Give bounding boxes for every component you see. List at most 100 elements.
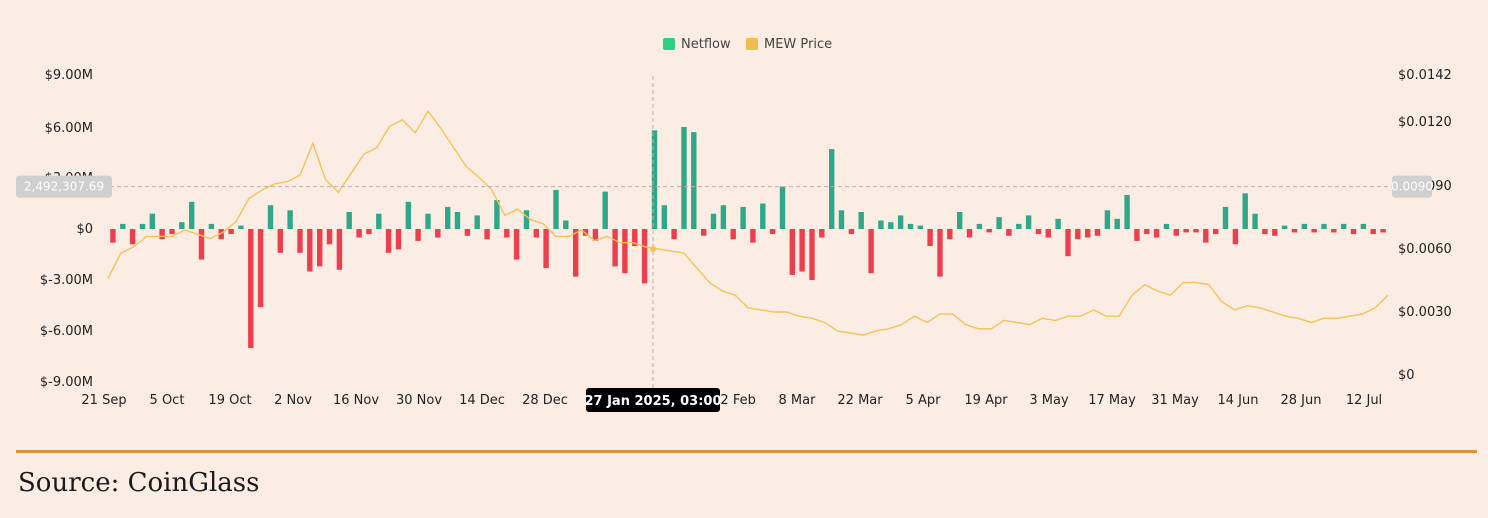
netflow-bar[interactable] (110, 229, 116, 243)
netflow-bar[interactable] (1281, 225, 1288, 229)
netflow-bar[interactable] (927, 229, 933, 246)
netflow-bar[interactable] (1213, 229, 1219, 235)
netflow-bar[interactable] (395, 229, 402, 250)
netflow-bar[interactable] (799, 229, 805, 272)
netflow-bar[interactable] (1331, 229, 1337, 233)
netflow-bar[interactable] (740, 206, 746, 229)
netflow-bar[interactable] (474, 215, 480, 229)
netflow-bar[interactable] (769, 229, 776, 235)
netflow-bar[interactable] (888, 222, 894, 229)
netflow-bar[interactable] (730, 229, 736, 240)
netflow-bar[interactable] (1252, 213, 1258, 229)
netflow-bar[interactable] (464, 229, 471, 236)
netflow-bar[interactable] (1163, 223, 1170, 229)
netflow-bar[interactable] (1104, 210, 1111, 229)
netflow-bar[interactable] (1350, 229, 1357, 235)
netflow-bar[interactable] (907, 223, 914, 229)
netflow-bar[interactable] (1153, 229, 1160, 238)
netflow-bar[interactable] (838, 210, 845, 229)
netflow-bar[interactable] (533, 229, 539, 238)
legend-label-price[interactable]: MEW Price (764, 37, 832, 52)
netflow-bar[interactable] (218, 229, 224, 240)
netflow-bar[interactable] (553, 189, 559, 229)
netflow-bar[interactable] (1075, 229, 1081, 240)
netflow-bar[interactable] (681, 127, 687, 229)
netflow-bar[interactable] (523, 210, 530, 229)
netflow-bar[interactable] (809, 229, 815, 280)
netflow-price-chart[interactable]: Netflow MEW Price $9.00M$6.00M$3.00M$0$-… (0, 0, 1488, 450)
netflow-bar[interactable] (1134, 229, 1140, 241)
netflow-bar[interactable] (1085, 229, 1091, 238)
netflow-bar[interactable] (917, 225, 923, 229)
netflow-bar[interactable] (1203, 229, 1209, 243)
netflow-bar[interactable] (1016, 223, 1022, 229)
netflow-bar[interactable] (986, 229, 992, 233)
netflow-bar[interactable] (385, 229, 392, 253)
netflow-bar[interactable] (287, 210, 293, 229)
netflow-bar[interactable] (691, 132, 697, 229)
netflow-bar[interactable] (573, 229, 579, 277)
netflow-bar[interactable] (1124, 195, 1130, 229)
netflow-bar[interactable] (1341, 223, 1347, 229)
netflow-bar[interactable] (376, 213, 382, 229)
netflow-bar[interactable] (425, 213, 431, 229)
netflow-bar[interactable] (897, 215, 904, 229)
netflow-bar[interactable] (720, 205, 727, 229)
netflow-bar[interactable] (819, 229, 825, 238)
netflow-bar[interactable] (356, 229, 362, 238)
netflow-bar[interactable] (1232, 229, 1239, 245)
netflow-bar[interactable] (622, 229, 628, 274)
netflow-bar[interactable] (257, 229, 264, 308)
netflow-bar[interactable] (1242, 193, 1248, 229)
netflow-bar[interactable] (336, 229, 343, 270)
netflow-bar[interactable] (248, 229, 254, 348)
netflow-bar[interactable] (139, 223, 146, 229)
netflow-bar[interactable] (779, 186, 786, 230)
netflow-bar[interactable] (750, 229, 756, 243)
netflow-bar[interactable] (1144, 229, 1150, 235)
netflow-bar[interactable] (1222, 206, 1229, 229)
netflow-bar[interactable] (366, 229, 372, 235)
netflow-bar[interactable] (641, 229, 648, 284)
netflow-bar[interactable] (120, 223, 126, 229)
netflow-bar[interactable] (1193, 229, 1199, 233)
netflow-bar[interactable] (1035, 229, 1042, 235)
netflow-bar[interactable] (297, 229, 303, 253)
netflow-bar[interactable] (1094, 229, 1101, 236)
netflow-bar[interactable] (947, 229, 953, 240)
netflow-bar[interactable] (789, 229, 795, 275)
netflow-bar[interactable] (1025, 215, 1032, 229)
netflow-bar[interactable] (858, 212, 864, 229)
netflow-bar[interactable] (671, 229, 677, 240)
netflow-bar[interactable] (543, 229, 549, 269)
netflow-bar[interactable] (405, 201, 411, 229)
netflow-bar[interactable] (651, 130, 658, 229)
netflow-bar[interactable] (1262, 229, 1268, 235)
netflow-bar[interactable] (513, 229, 520, 260)
netflow-bar[interactable] (710, 213, 717, 229)
netflow-bar[interactable] (701, 229, 707, 236)
netflow-bar[interactable] (878, 220, 884, 230)
netflow-bar[interactable] (346, 212, 352, 229)
netflow-bar[interactable] (189, 201, 195, 229)
netflow-bar[interactable] (1370, 229, 1376, 235)
netflow-bar[interactable] (592, 229, 599, 241)
netflow-bar[interactable] (238, 225, 244, 229)
netflow-bar[interactable] (937, 229, 943, 277)
netflow-bar[interactable] (179, 222, 185, 229)
netflow-bar[interactable] (1321, 223, 1327, 229)
netflow-bar[interactable] (1301, 223, 1307, 229)
netflow-bar[interactable] (1272, 229, 1278, 236)
netflow-bar[interactable] (1173, 229, 1179, 236)
netflow-bar[interactable] (1055, 218, 1061, 229)
netflow-bar[interactable] (317, 229, 323, 267)
netflow-bar[interactable] (208, 223, 215, 229)
netflow-bar[interactable] (612, 229, 618, 267)
netflow-bar[interactable] (632, 229, 638, 246)
netflow-bar[interactable] (454, 212, 461, 229)
netflow-bar[interactable] (966, 229, 973, 238)
netflow-bar[interactable] (129, 229, 136, 245)
netflow-bar[interactable] (415, 229, 421, 241)
netflow-bar[interactable] (1045, 229, 1051, 238)
netflow-bar[interactable] (1380, 229, 1386, 233)
